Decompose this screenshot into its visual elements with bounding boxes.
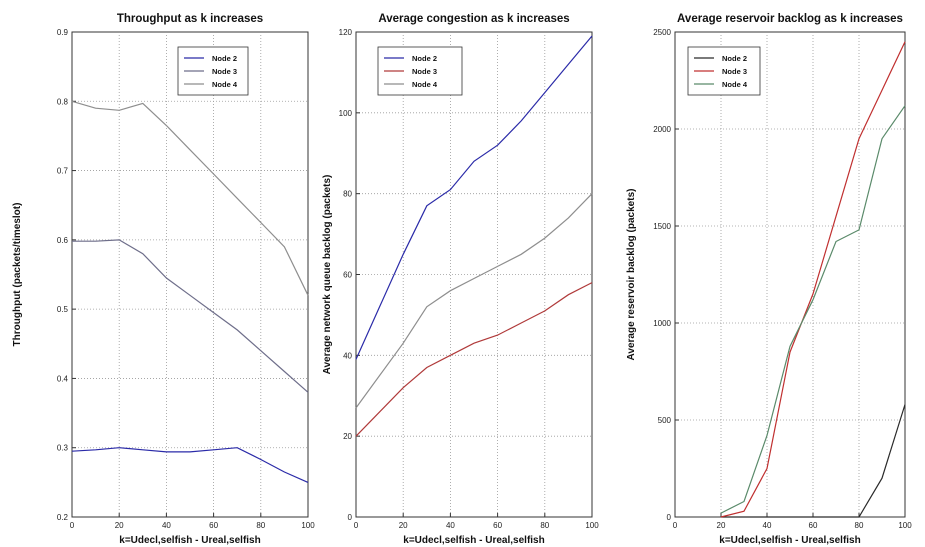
- series-line-node-3: [72, 239, 309, 393]
- y-tick-label: 0.7: [57, 167, 69, 176]
- x-tick-label: 20: [717, 521, 726, 530]
- legend-entry: Node 4: [722, 80, 748, 89]
- x-tick-label: 100: [585, 521, 599, 530]
- x-tick-label: 0: [70, 521, 75, 530]
- y-tick-label: 0: [348, 513, 353, 522]
- plot-area: [674, 31, 906, 518]
- x-tick-label: 20: [115, 521, 124, 530]
- legend-entry: Node 4: [412, 80, 438, 89]
- legend-entry: Node 2: [722, 54, 747, 63]
- x-tick-label: 40: [763, 521, 772, 530]
- chart-title: Throughput as k increases: [117, 13, 263, 25]
- x-tick-label: 60: [809, 521, 818, 530]
- x-tick-label: 0: [673, 521, 678, 530]
- chart-panel-1: 0 20 40 60 80 100 0.2 0.3 0.4 0.5 0.6 0.7 0.8 0.9 Thro…: [12, 13, 315, 546]
- series-line-node-2: [71, 447, 309, 483]
- x-tick-label: 80: [855, 521, 864, 530]
- x-axis-label: k=Udecl,selfish - Ureal,selfish: [719, 535, 860, 546]
- series-line-node-2: [721, 404, 906, 518]
- y-tick-label: 0.5: [57, 305, 69, 314]
- y-tick-label: 0.9: [57, 28, 69, 37]
- legend-entry: Node 3: [412, 67, 437, 76]
- series-line-node-3: [720, 41, 906, 518]
- legend-entry: Node 2: [412, 54, 437, 63]
- y-tick-label: 0.3: [57, 444, 69, 453]
- x-tick-label: 100: [301, 521, 315, 530]
- chart-title: Average congestion as k increases: [378, 13, 569, 25]
- chart-panel-3: 0 20 40 60 80 10005001000150020002500Average …: [626, 13, 912, 546]
- y-tick-label: 0.6: [57, 236, 69, 245]
- series-line-node-4: [355, 193, 593, 409]
- x-tick-label: 40: [446, 521, 455, 530]
- series-line-node-3: [355, 282, 593, 437]
- y-tick-label: 1500: [653, 222, 671, 231]
- legend: Node 2 Node 3 Node 4: [687, 46, 761, 96]
- chart-panel-2: 0 20 40 60 80 100 0 20 40 60 80 100 120 Average conge…: [322, 13, 599, 546]
- legend-entry: Node 3: [722, 67, 747, 76]
- y-tick-label: 2000: [653, 125, 671, 134]
- y-tick-label: 100: [339, 109, 353, 118]
- x-tick-label: 100: [898, 521, 912, 530]
- y-tick-label: 500: [658, 416, 672, 425]
- legend-entry: Node 2: [212, 54, 237, 63]
- x-axis-label: k=Udecl,selfish - Ureal,selfish: [119, 535, 260, 546]
- x-tick-label: 60: [493, 521, 502, 530]
- y-tick-label: 1000: [653, 319, 671, 328]
- legend-entry: Node 4: [212, 80, 238, 89]
- y-axis-label: Average network queue backlog (packets): [322, 175, 333, 375]
- y-tick-label: 60: [343, 271, 352, 280]
- x-axis-label: k=Udecl,selfish - Ureal,selfish: [403, 535, 544, 546]
- y-tick-label: 0.2: [57, 513, 69, 522]
- y-tick-label: 0.4: [57, 374, 69, 383]
- legend-entry: Node 3: [212, 67, 237, 76]
- y-axis-label: Average reservoir backlog (packets): [626, 189, 637, 361]
- x-tick-label: 80: [540, 521, 549, 530]
- x-tick-label: 20: [399, 521, 408, 530]
- series-line-node-4: [720, 105, 906, 514]
- legend: Node 2 Node 3 Node 4: [177, 46, 249, 96]
- chart-title: Average reservoir backlog as k increases: [677, 13, 903, 25]
- y-tick-label: 120: [339, 28, 353, 37]
- series-line-node-2: [355, 35, 593, 360]
- series-line-node-4: [71, 100, 309, 296]
- y-tick-label: 40: [343, 351, 352, 360]
- y-tick-label: 0.8: [57, 97, 69, 106]
- plot-area: [71, 31, 309, 518]
- y-tick-label: 2500: [653, 28, 671, 37]
- y-axis-label: Throughput (packets/timeslot): [12, 203, 23, 347]
- x-tick-label: 60: [209, 521, 218, 530]
- x-tick-label: 0: [354, 521, 359, 530]
- x-tick-label: 40: [162, 521, 171, 530]
- y-tick-label: 80: [343, 190, 352, 199]
- legend: Node 2 Node 3 Node 4: [377, 46, 463, 96]
- x-tick-label: 80: [256, 521, 265, 530]
- y-tick-label: 20: [343, 432, 352, 441]
- y-tick-label: 0: [667, 513, 672, 522]
